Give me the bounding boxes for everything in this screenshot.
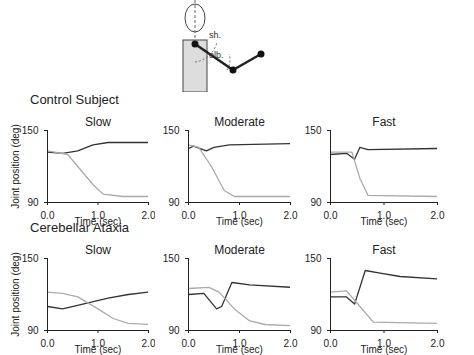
svg-text:150: 150 [22, 253, 39, 264]
svg-text:Time (sec): Time (sec) [361, 344, 408, 355]
svg-text:90: 90 [310, 325, 322, 336]
svg-text:sh.: sh. [209, 30, 221, 40]
svg-text:150: 150 [305, 253, 322, 264]
svg-text:Time (sec): Time (sec) [216, 344, 263, 355]
svg-text:Time (sec): Time (sec) [216, 216, 263, 227]
svg-text:0.0: 0.0 [182, 210, 196, 221]
svg-text:Joint position (deg): Joint position (deg) [10, 124, 21, 209]
svg-text:90: 90 [310, 197, 322, 208]
svg-text:2.0: 2.0 [284, 338, 298, 349]
svg-text:2.0: 2.0 [142, 210, 155, 221]
svg-text:0.0: 0.0 [182, 338, 196, 349]
svg-text:Moderate: Moderate [214, 115, 265, 129]
svg-text:2.0: 2.0 [431, 338, 445, 349]
svg-text:elb.: elb. [209, 50, 224, 60]
svg-text:150: 150 [163, 253, 180, 264]
svg-text:Slow: Slow [85, 243, 111, 257]
svg-text:0.0: 0.0 [41, 338, 55, 349]
svg-text:90: 90 [27, 197, 39, 208]
svg-text:150: 150 [305, 125, 322, 136]
svg-text:Fast: Fast [372, 243, 396, 257]
svg-text:90: 90 [27, 325, 39, 336]
svg-text:Fast: Fast [372, 115, 396, 129]
svg-text:Joint position (deg): Joint position (deg) [10, 252, 21, 337]
svg-text:0.0: 0.0 [41, 210, 55, 221]
svg-text:150: 150 [22, 125, 39, 136]
svg-text:0.0: 0.0 [324, 210, 338, 221]
svg-text:90: 90 [168, 197, 180, 208]
svg-text:Slow: Slow [85, 115, 111, 129]
svg-text:Moderate: Moderate [214, 243, 265, 257]
svg-text:90: 90 [168, 325, 180, 336]
svg-text:2.0: 2.0 [284, 210, 298, 221]
svg-text:2.0: 2.0 [142, 338, 155, 349]
svg-text:Time (sec): Time (sec) [75, 216, 122, 227]
svg-text:150: 150 [163, 125, 180, 136]
svg-text:2.0: 2.0 [431, 210, 445, 221]
svg-text:Time (sec): Time (sec) [75, 344, 122, 355]
svg-text:Time (sec): Time (sec) [361, 216, 408, 227]
svg-text:0.0: 0.0 [324, 338, 338, 349]
